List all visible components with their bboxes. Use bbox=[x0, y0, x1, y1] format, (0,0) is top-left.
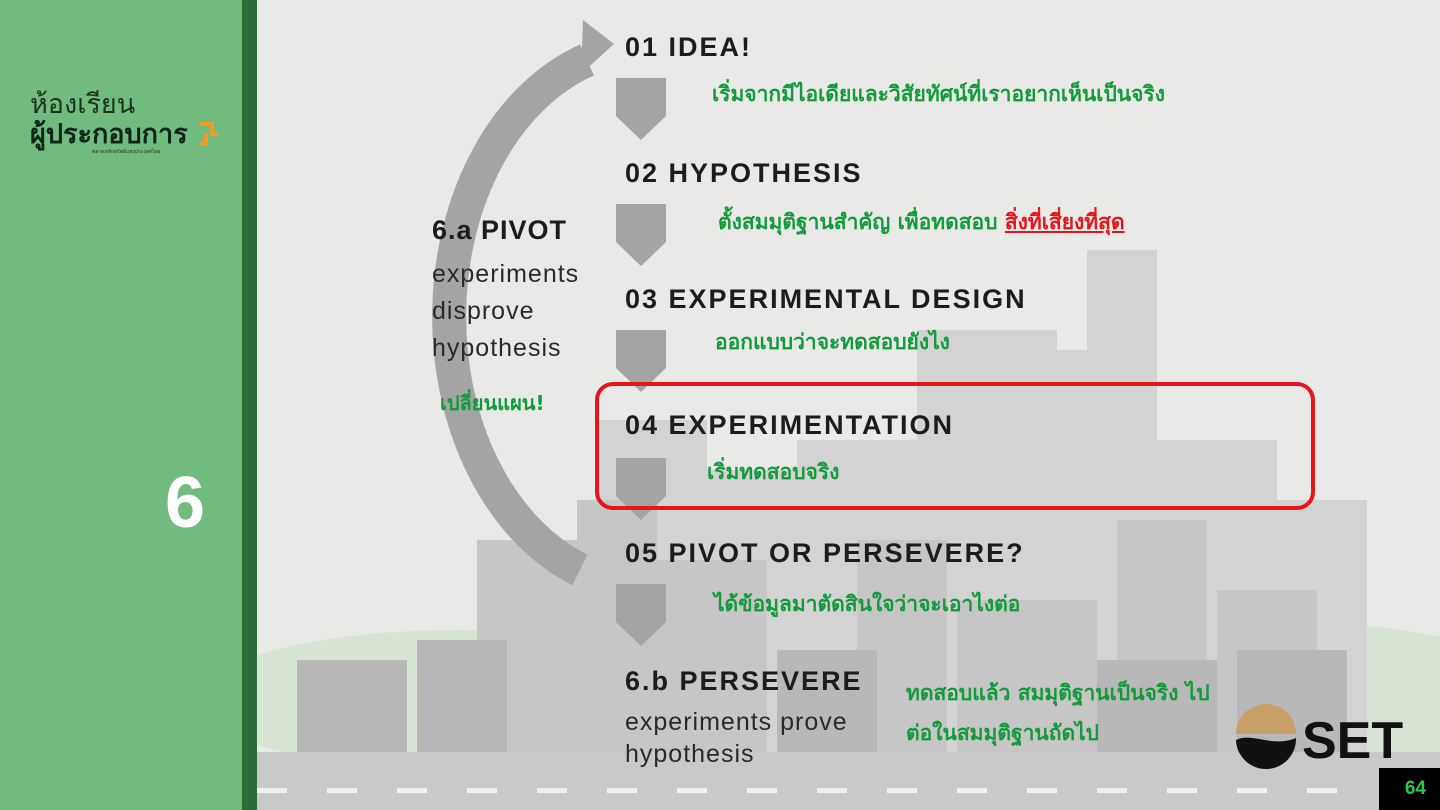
step-02-desc-text: ตั้งสมมุติฐานสำคัญ เพื่อทดสอบ bbox=[718, 210, 998, 234]
persevere-title: 6.b PERSEVERE bbox=[625, 666, 863, 696]
step-05-title: 05 PIVOT OR PERSEVERE? bbox=[625, 538, 1025, 568]
chevron-down-icon bbox=[616, 458, 666, 520]
chevron-down-icon bbox=[616, 204, 666, 266]
chevron-down-icon bbox=[616, 330, 666, 392]
pivot-desc-line1: experiments bbox=[432, 260, 580, 288]
step-01-title: 01 IDEA! bbox=[625, 32, 753, 62]
set-logo-text: SET bbox=[1302, 712, 1403, 770]
logo-tagline: ตลาดหลักทรัพย์แห่งประเทศไทย bbox=[92, 149, 161, 155]
persevere-thai: ทดสอบแล้ว สมมุติฐานเป็นจริง ไป ต่อในสมมุ… bbox=[906, 673, 1266, 753]
pivot-desc-line2: disprove bbox=[432, 297, 535, 325]
step-04-title: 04 EXPERIMENTATION bbox=[625, 410, 955, 440]
logo-title-line2: ผู้ประกอบการ bbox=[30, 119, 188, 150]
pivot-desc-line3: hypothesis bbox=[432, 334, 562, 362]
road bbox=[257, 752, 1440, 810]
step-03-desc: ออกแบบว่าจะทดสอบยังไง bbox=[715, 330, 950, 354]
persevere-thai-line1: ทดสอบแล้ว สมมุติฐานเป็นจริง ไป bbox=[906, 681, 1210, 705]
step-05-desc: ได้ข้อมูลมาตัดสินใจว่าจะเอาไงต่อ bbox=[714, 592, 1021, 616]
persevere-thai-line2: ต่อในสมมุติฐานถัดไป bbox=[906, 721, 1099, 745]
pivot-desc: experiments disprove hypothesis bbox=[432, 256, 612, 367]
steps-count: 6 bbox=[165, 463, 206, 543]
persevere-desc-line1: experiments prove bbox=[625, 708, 848, 736]
step-02-desc-highlight: สิ่งที่เสี่ยงที่สุด bbox=[1004, 210, 1125, 234]
road-markings bbox=[257, 788, 1337, 793]
set-logo: SET bbox=[1236, 704, 1403, 770]
persevere-desc-line2: hypothesis bbox=[625, 740, 755, 768]
sidebar: ห้องเรียน ผู้ประกอบการ ตลาดหลักทรัพย์แห่… bbox=[0, 0, 242, 810]
pivot-loop-arrow bbox=[432, 44, 594, 586]
step-02-desc: ตั้งสมมุติฐานสำคัญ เพื่อทดสอบ สิ่งที่เสี… bbox=[718, 206, 1125, 239]
sidebar-edge bbox=[242, 0, 257, 810]
page-number-box: 64 bbox=[1379, 768, 1440, 810]
pivot-title: 6.a PIVOT bbox=[432, 215, 568, 245]
chevron-down-icon bbox=[616, 584, 666, 646]
persevere-desc: experiments prove hypothesis bbox=[625, 706, 895, 770]
step-04-highlight-box bbox=[595, 382, 1315, 510]
step-02-title: 02 HYPOTHESIS bbox=[625, 158, 863, 188]
set-logo-icon bbox=[1236, 704, 1297, 770]
step-01-desc: เริ่มจากมีไอเดียและวิสัยทัศน์ที่เราอยากเ… bbox=[712, 82, 1165, 106]
pivot-loop-arrowhead bbox=[581, 20, 614, 74]
page-number: 64 bbox=[1404, 778, 1426, 799]
city-background bbox=[257, 20, 1440, 760]
step-03-title: 03 EXPERIMENTAL DESIGN bbox=[625, 284, 1027, 314]
step-04-desc: เริ่มทดสอบจริง bbox=[707, 460, 840, 484]
logo-title-line1: ห้องเรียน bbox=[30, 89, 136, 120]
pivot-thai: เปลี่ยนแผน! bbox=[440, 391, 545, 415]
logo-mark-icon bbox=[200, 122, 218, 146]
chevron-down-icon bbox=[616, 78, 666, 140]
